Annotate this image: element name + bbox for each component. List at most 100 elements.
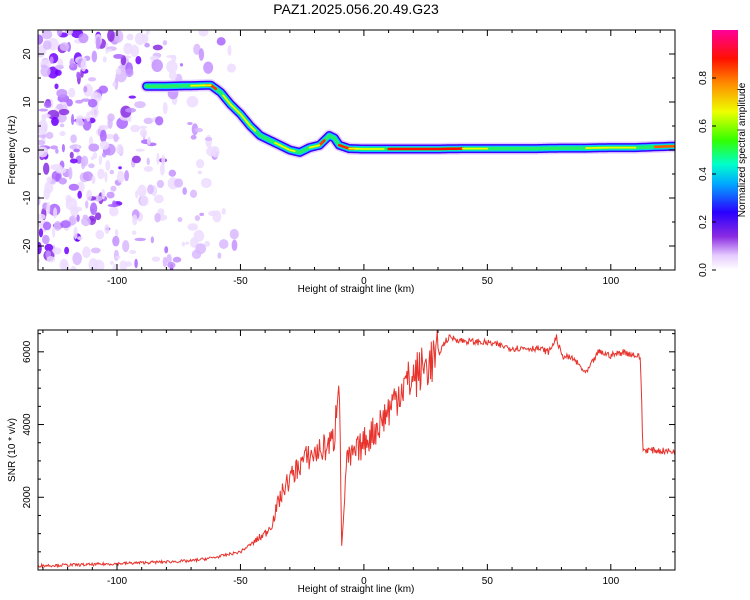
spectrogram-noise-blob	[198, 48, 205, 61]
spectrogram-noise-blob	[182, 187, 187, 195]
spectrogram-noise-blob	[38, 228, 44, 238]
spectrogram-noise-blob	[104, 133, 116, 140]
spectrogram-noise-blob	[41, 115, 46, 123]
spectrogram-noise-blob	[114, 228, 119, 237]
spectrogram-noise-blob	[38, 134, 46, 138]
spectrogram-noise-blob	[104, 171, 108, 183]
spectrogram-noise-blob	[40, 64, 48, 69]
spectrogram-noise-blob	[42, 40, 52, 50]
spectrogram-noise-blob	[46, 201, 51, 215]
spectrogram-noise-blob	[55, 148, 59, 154]
spectrogram-noise-blob	[193, 43, 201, 55]
spectrogram-noise-blob	[227, 63, 236, 73]
spectrogram-noise-blob	[69, 216, 75, 226]
spectrogram-noise-blob	[130, 124, 140, 133]
spectrogram-noise-blob	[102, 56, 107, 63]
spectrogram-noise-blob	[151, 59, 163, 72]
spectrogram-noise-blob	[118, 166, 122, 170]
spectrogram-noise-blob	[80, 59, 87, 72]
spectrogram-noise-blob	[44, 243, 54, 252]
spectrogram-noise-blob	[59, 123, 65, 128]
spectrogram-noise-blob	[81, 155, 89, 167]
spectrogram-noise-blob	[187, 223, 198, 231]
spectrogram-noise-blob	[54, 64, 64, 70]
spectrogram-noise-blob	[177, 217, 183, 223]
spectrogram-noise-blob	[162, 101, 168, 115]
spectrogram-noise-blob	[93, 259, 105, 270]
spectrogram-noise-blob	[94, 212, 102, 221]
spectrogram-noise-blob	[43, 101, 52, 109]
spectrogram-noise-blob	[124, 261, 132, 267]
spectrogram-noise-blob	[53, 207, 58, 219]
spectrogram-ridge-core	[585, 146, 637, 150]
spectrogram-noise-blob	[211, 146, 220, 158]
spectrogram-noise-blob	[181, 241, 186, 247]
spectrogram-noise-blob	[155, 116, 164, 126]
spectrogram-noise-blob	[85, 200, 89, 209]
spectrogram-ridge	[140, 79, 675, 159]
spectrogram-noise-blob	[69, 151, 74, 159]
spectrogram-noise-blob	[51, 116, 59, 127]
spectrogram-noise-blob	[38, 241, 42, 255]
spectrogram-noise-blob	[130, 44, 140, 57]
spectrogram-noise-blob	[112, 81, 117, 87]
spectrogram-noise-blob	[138, 125, 148, 129]
spectrogram-noise-blob	[128, 95, 136, 99]
colorbar-tick-label: 0.0	[698, 263, 709, 277]
spectrogram-noise-blob	[140, 195, 149, 207]
spectrogram-noise-blob	[146, 30, 150, 36]
spectrogram-noise-blob	[187, 121, 193, 126]
spectrogram-noise-blob	[50, 145, 59, 150]
spectrogram-noise-blob	[98, 85, 109, 94]
spectrogram-noise-blob	[194, 127, 204, 133]
spectrogram-noise-blob	[126, 33, 134, 41]
spectrogram-noise-blob	[59, 42, 70, 52]
spectrogram-noise-blob	[58, 177, 67, 185]
spectrogram-noise-blob	[75, 99, 84, 104]
spectrogram-noise-blob	[109, 169, 115, 175]
spectrogram-noise-blob	[195, 243, 207, 255]
spectrogram-noise-blob	[197, 170, 202, 175]
spectrogram-noise-blob	[125, 43, 133, 48]
spectrogram-noise-blob	[194, 215, 201, 221]
spectrogram-noise-blob	[134, 101, 146, 109]
spectrogram-noise-blob	[76, 71, 81, 79]
spectrogram-noise-blob	[82, 246, 91, 259]
spectrogram-noise-blob	[143, 117, 154, 125]
spectrogram-noise-blob	[134, 237, 147, 242]
spectrogram-noise-blob	[115, 68, 122, 75]
spectrogram-noise-blob	[106, 191, 115, 199]
spectrogram-xtick-label: -50	[233, 276, 248, 287]
spectrogram-noise-blob	[87, 77, 97, 82]
spectrogram-noise-blob	[218, 239, 229, 249]
spectrogram-noise-blob	[113, 30, 124, 43]
spectrogram-noise-blob	[88, 136, 94, 146]
spectrogram-ylabel: Frequency (Hz)	[7, 116, 18, 185]
spectrogram-xlabel: Height of straight line (km)	[298, 284, 415, 295]
spectrogram-noise-blob	[38, 108, 49, 112]
spectrogram-noise-blob	[82, 171, 94, 182]
spectrogram-noise-blob	[190, 134, 197, 140]
snr-xtick-label: -50	[233, 576, 248, 587]
spectrogram-noise-blob	[58, 108, 70, 116]
spectrogram-noise-blob	[112, 263, 118, 270]
spectrogram-ytick-label: 0	[22, 147, 33, 153]
spectrogram-noise-blob	[83, 85, 88, 93]
spectrogram-noise-blob	[60, 220, 71, 229]
spectrogram-noise-blob	[97, 168, 105, 180]
spectrogram-noise-blob	[53, 220, 62, 231]
spectrogram-noise-blob	[52, 247, 62, 255]
spectrogram-noise-blob	[154, 212, 161, 223]
spectrogram-ridge-peak	[653, 144, 675, 149]
spectrogram-noise-blob	[113, 133, 119, 143]
spectrogram-noise-blob	[68, 183, 79, 191]
spectrogram-noise-blob	[135, 148, 145, 152]
spectrogram-noise-blob	[46, 256, 56, 263]
snr-ylabel: SNR (10 * v/v)	[7, 418, 18, 482]
spectrogram-noise-blob	[77, 236, 83, 241]
spectrogram-noise-blob	[89, 202, 98, 215]
spectrogram-noise-blob	[104, 224, 110, 235]
spectrogram-noise-blob	[139, 128, 148, 138]
snr-ytick-label: 6000	[22, 340, 33, 363]
spectrogram-noise-blob	[198, 30, 209, 37]
